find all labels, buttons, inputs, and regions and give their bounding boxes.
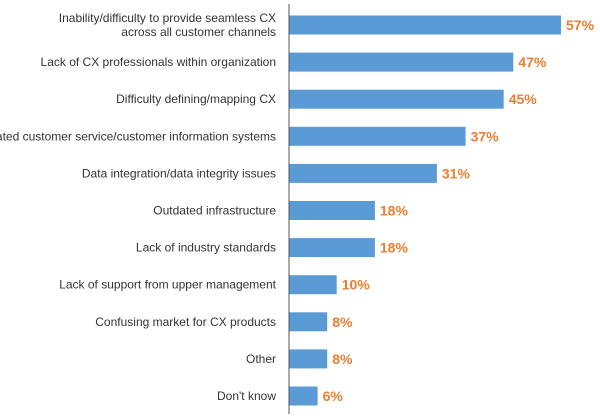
category-label: Lack of support from upper management bbox=[59, 278, 276, 292]
value-label: 8% bbox=[332, 314, 353, 330]
category-label-line: Data integration/data integrity issues bbox=[82, 166, 276, 180]
category-label: Data integration/data integrity issues bbox=[82, 166, 276, 180]
category-label: Lack of industry standards bbox=[136, 241, 276, 255]
value-label: 18% bbox=[380, 240, 409, 256]
bar bbox=[289, 312, 328, 332]
bars-group bbox=[289, 15, 561, 406]
bar bbox=[289, 349, 328, 369]
value-labels: 57% 47% 45% 37% 31% 18% 18% 10% 8% 8% 6% bbox=[323, 17, 595, 404]
category-label-line: Lack of industry standards bbox=[136, 241, 276, 255]
category-label-line: Outdated infrastructure bbox=[153, 204, 276, 218]
value-label: 18% bbox=[380, 203, 409, 219]
category-label: Confusing market for CX products bbox=[95, 315, 276, 329]
category-label-line: Don't know bbox=[217, 389, 276, 403]
category-label-line: across all customer channels bbox=[121, 25, 276, 39]
bar bbox=[289, 163, 437, 183]
bar bbox=[289, 275, 337, 295]
value-label: 8% bbox=[332, 351, 353, 367]
value-label: 47% bbox=[518, 54, 547, 70]
category-label-line: Lack of CX professionals within organiza… bbox=[41, 55, 276, 69]
bar bbox=[289, 52, 514, 72]
category-label: Outdated customer service/customer infor… bbox=[0, 129, 276, 143]
bar bbox=[289, 15, 561, 35]
bar bbox=[289, 89, 504, 109]
value-label: 10% bbox=[342, 277, 371, 293]
value-label: 45% bbox=[509, 91, 538, 107]
bar bbox=[289, 386, 318, 406]
category-label: Other bbox=[246, 352, 276, 366]
category-label-line: Outdated customer service/customer infor… bbox=[0, 129, 276, 143]
value-label: 37% bbox=[471, 128, 500, 144]
category-label: Difficulty defining/mapping CX bbox=[116, 92, 276, 106]
category-label: Don't know bbox=[217, 389, 276, 403]
value-label: 31% bbox=[442, 165, 471, 181]
category-label-line: Difficulty defining/mapping CX bbox=[116, 92, 276, 106]
bar bbox=[289, 201, 375, 220]
category-label-line: Lack of support from upper management bbox=[59, 278, 276, 292]
category-label: Lack of CX professionals within organiza… bbox=[41, 55, 276, 69]
bar bbox=[289, 238, 375, 258]
category-label-line: Confusing market for CX products bbox=[95, 315, 276, 329]
bar bbox=[289, 126, 466, 146]
value-label: 6% bbox=[323, 388, 344, 404]
category-label-line: Other bbox=[246, 352, 276, 366]
category-label-line: Inability/difficulty to provide seamless… bbox=[59, 11, 276, 25]
category-label: Inability/difficulty to provide seamless… bbox=[59, 11, 276, 39]
category-labels: Inability/difficulty to provide seamless… bbox=[0, 11, 277, 403]
category-label: Outdated infrastructure bbox=[153, 204, 276, 218]
value-label: 57% bbox=[566, 17, 595, 33]
